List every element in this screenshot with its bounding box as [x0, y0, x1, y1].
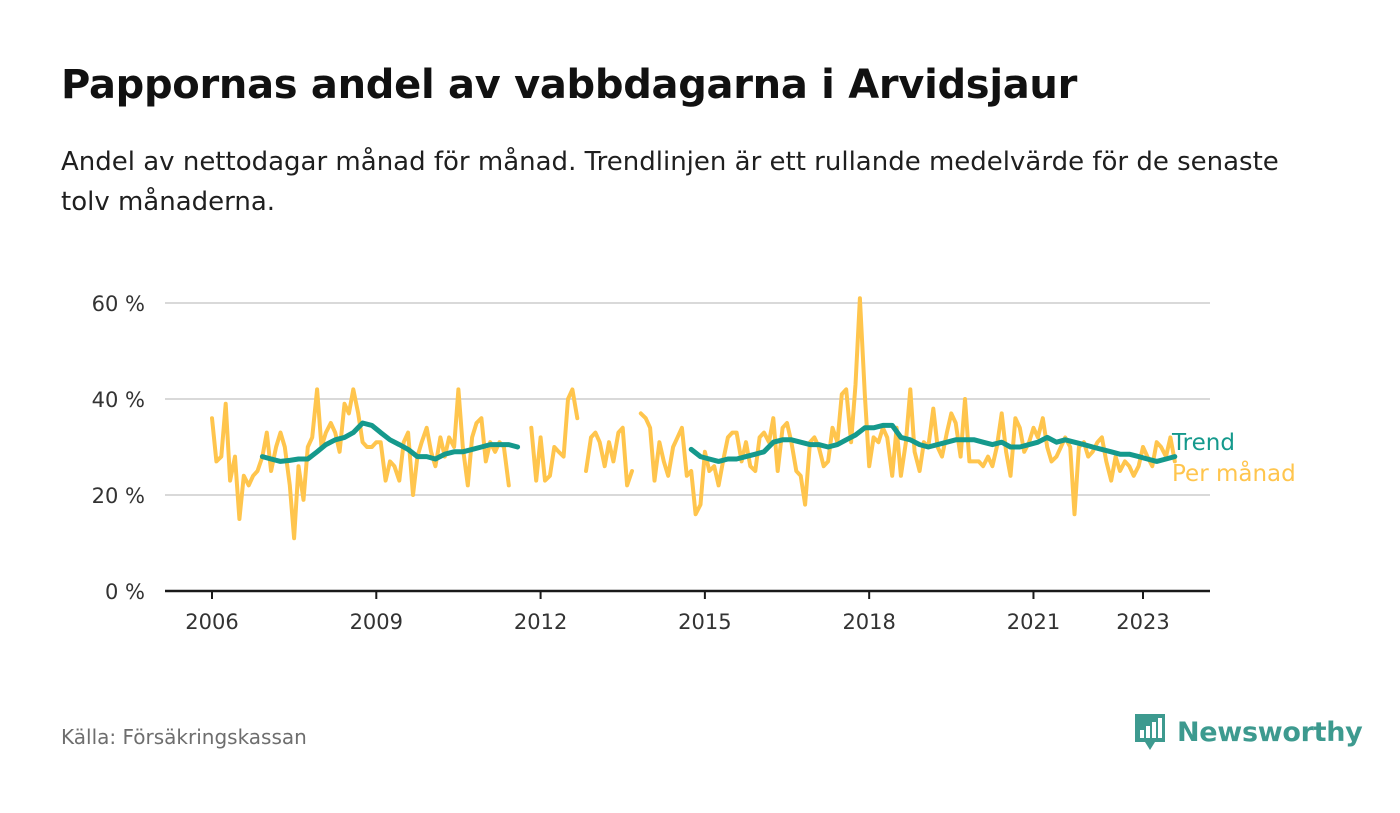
- y-axis-tick-labels: 0 % 20 % 40 % 60 %: [92, 292, 145, 604]
- x-tick-label: 2018: [842, 610, 895, 634]
- per-manad-line-segment-4: [638, 296, 1177, 517]
- x-tick-label: 2006: [185, 610, 238, 634]
- x-tick-label: 2012: [514, 610, 567, 634]
- per-manad-line-segment-2: [529, 387, 580, 483]
- x-tick-label: 2015: [678, 610, 731, 634]
- series-per-manad: [210, 296, 1177, 541]
- bar-chart-logo-icon: [1135, 714, 1165, 750]
- x-tick-label: 2009: [350, 610, 403, 634]
- brand-name: Newsworthy: [1177, 716, 1363, 748]
- series-trend: [259, 420, 1178, 464]
- chart-title: Pappornas andel av vabbdagarna i Arvidsj…: [61, 62, 1078, 108]
- x-tick-label: 2021: [1007, 610, 1060, 634]
- per-manad-line-segment-1: [210, 387, 511, 541]
- gridlines: [165, 302, 1210, 496]
- source-note: Källa: Försäkringskassan: [61, 725, 307, 749]
- chart-subtitle: Andel av nettodagar månad för månad. Tre…: [61, 147, 1279, 217]
- y-tick-label: 40 %: [92, 388, 145, 412]
- y-tick-label: 0 %: [105, 580, 145, 604]
- x-axis: 2006 2009 2012 2015 2018 2021 2023: [165, 589, 1210, 634]
- y-tick-label: 20 %: [92, 484, 145, 508]
- trend-line-segment-2: [688, 422, 1178, 464]
- brand-logo[interactable]: Newsworthy: [1133, 710, 1363, 754]
- trend-line-segment-1: [259, 420, 521, 464]
- legend-label-per-manad: Per månad: [1172, 459, 1296, 487]
- per-manad-line-segment-3: [584, 425, 634, 488]
- legend-label-trend: Trend: [1171, 430, 1235, 456]
- y-tick-label: 60 %: [92, 292, 145, 316]
- x-tick-label: 2023: [1116, 610, 1169, 634]
